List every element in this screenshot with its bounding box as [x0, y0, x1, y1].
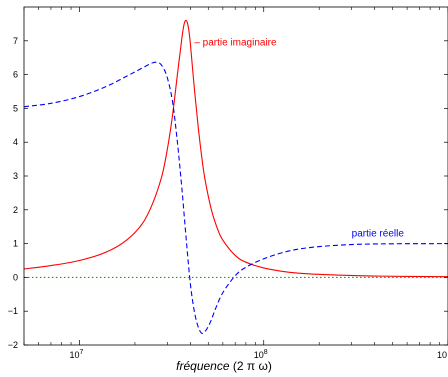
series-line-1: [24, 62, 448, 333]
annotation-1: partie réelle: [352, 228, 405, 239]
y-tick-label: 7: [13, 36, 18, 46]
plot-frame: [24, 7, 448, 345]
x-axis-label-rest: (2 π ω): [230, 359, 272, 373]
y-tick-label: 5: [13, 103, 18, 113]
x-tick-label: 107: [70, 349, 84, 360]
lines-layer: [24, 20, 448, 333]
x-axis-label: fréquence (2 π ω): [176, 359, 272, 373]
x-tick-label: 10: [437, 350, 447, 360]
y-tick-label: 3: [13, 171, 18, 181]
y-tick-label: −1: [8, 306, 18, 316]
y-tick-label: 1: [13, 239, 18, 249]
y-tick-label: 0: [13, 272, 18, 282]
x-axis-label-italic: fréquence: [176, 359, 230, 373]
annotation-0: – partie imaginaire: [194, 37, 277, 48]
y-tick-label: 4: [13, 137, 18, 147]
y-tick-label: 6: [13, 70, 18, 80]
y-tick-label: −2: [8, 340, 18, 350]
annotations-layer: – partie imaginaire partie réelle: [194, 37, 404, 239]
y-tick-label: 2: [13, 205, 18, 215]
